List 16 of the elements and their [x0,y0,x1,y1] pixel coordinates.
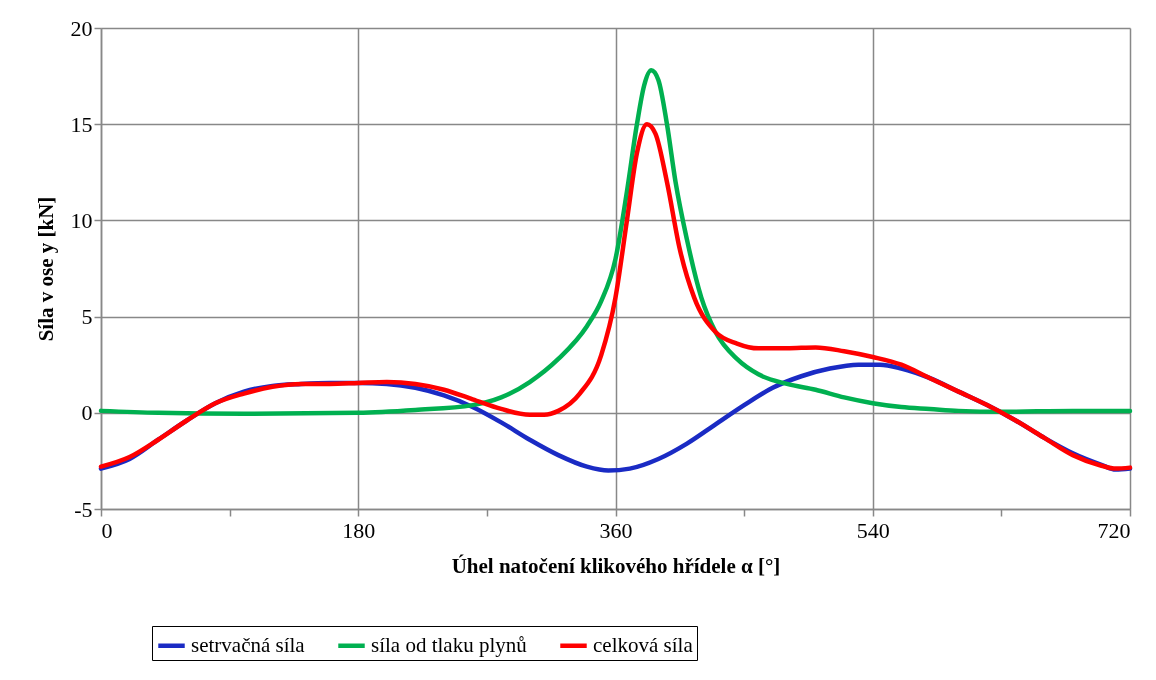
legend-label: síla od tlaku plynů [371,632,528,657]
y-axis-title: Síla v ose y [kN] [33,196,58,342]
y-tick-label: 20 [70,15,93,41]
y-tick-label: 0 [81,400,93,426]
x-tick-label: 540 [856,517,890,543]
y-tick-label: -5 [74,496,93,522]
x-tick-label: 720 [1097,517,1131,543]
x-tick-label: 360 [599,517,633,543]
legend-label: celková síla [593,632,694,657]
y-tick-label: 10 [70,207,93,233]
legend-label: setrvačná síla [191,632,306,657]
x-axis-title: Úhel natočení klikového hřídele α [°] [451,553,781,578]
x-tick-label: 0 [101,517,113,543]
x-tick-label: 180 [342,517,376,543]
y-tick-label: 5 [81,304,93,330]
y-tick-label: 15 [70,111,93,137]
